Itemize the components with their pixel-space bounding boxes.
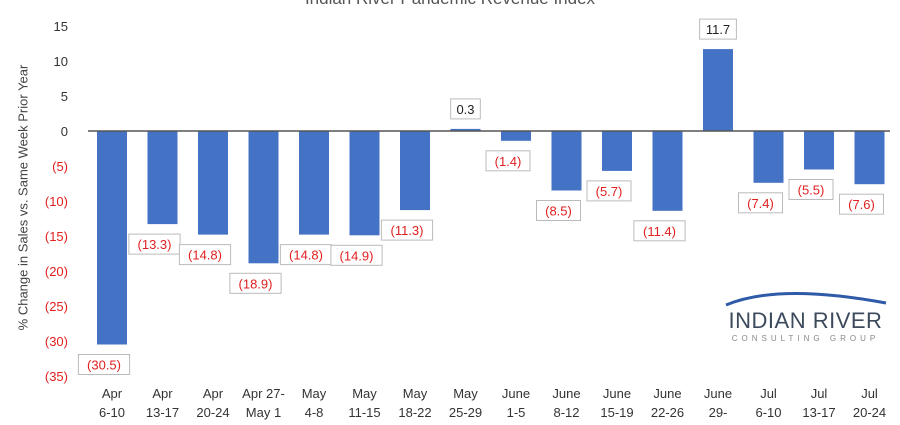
- data-label: 11.7: [706, 22, 730, 37]
- bar: [248, 131, 279, 264]
- data-label: (7.6): [848, 197, 875, 212]
- y-tick-label: (30): [45, 334, 68, 349]
- x-tick-label: May 1: [246, 405, 281, 420]
- data-label-box: [699, 18, 737, 40]
- x-tick-label: 11-15: [348, 405, 380, 420]
- x-tick-label: May: [403, 386, 428, 401]
- data-label: (7.4): [747, 196, 774, 211]
- logo-arc-icon: [725, 291, 887, 307]
- x-tick-label: 29-: [709, 405, 728, 420]
- x-tick-label: May: [352, 386, 377, 401]
- bar: [198, 131, 228, 235]
- bar: [97, 131, 127, 345]
- bar: [299, 131, 329, 235]
- bar: [703, 49, 733, 131]
- bar: [602, 131, 632, 171]
- x-tick-label: Apr 27-: [242, 386, 285, 401]
- y-tick-label: (35): [45, 369, 68, 384]
- bar: [349, 131, 380, 236]
- data-label: (14.9): [340, 248, 374, 263]
- y-tick-label: (10): [45, 194, 68, 209]
- bar: [854, 131, 885, 185]
- bar: [450, 128, 481, 131]
- bar: [652, 131, 683, 211]
- x-tick-label: 15-19: [600, 405, 633, 420]
- x-tick-label: 20-24: [196, 405, 229, 420]
- data-label: (5.7): [596, 184, 623, 199]
- data-label-box: [178, 244, 232, 266]
- data-label-box: [380, 219, 434, 241]
- y-tick-label: 15: [54, 19, 68, 34]
- y-tick-label: (5): [52, 159, 68, 174]
- data-label: 0.3: [456, 102, 474, 117]
- x-tick-label: May: [453, 386, 478, 401]
- data-label: (11.3): [391, 223, 424, 238]
- x-tick-label: May: [302, 386, 327, 401]
- x-tick-label: 6-10: [755, 405, 781, 420]
- x-tick-label: 13-17: [146, 405, 179, 420]
- company-logo: INDIAN RIVER CONSULTING GROUP: [718, 287, 893, 343]
- data-label-box: [485, 150, 531, 172]
- bar: [400, 131, 430, 211]
- bar: [753, 131, 784, 183]
- y-tick-label: 0: [61, 124, 68, 139]
- x-tick-label: 25-29: [449, 405, 482, 420]
- data-label-box: [839, 193, 884, 215]
- data-label: (18.9): [239, 276, 273, 291]
- y-tick-label: (20): [45, 264, 68, 279]
- y-tick-label: 10: [54, 54, 68, 69]
- data-label-box: [536, 200, 581, 221]
- data-label-box: [586, 180, 632, 202]
- x-tick-label: June: [502, 386, 530, 401]
- x-tick-label: Jul: [760, 386, 777, 401]
- data-label-box: [229, 272, 282, 294]
- data-label-box: [450, 98, 481, 120]
- data-label: (8.5): [545, 204, 572, 219]
- x-tick-label: 6-10: [99, 405, 125, 420]
- x-tick-label: June: [653, 386, 681, 401]
- data-label-box: [738, 192, 783, 214]
- y-tick-label: 5: [61, 89, 68, 104]
- bar: [804, 131, 834, 170]
- logo-main-text: INDIAN RIVER: [728, 308, 883, 333]
- bar: [551, 131, 582, 191]
- x-tick-label: Apr: [152, 386, 173, 401]
- data-label: (14.8): [188, 248, 222, 263]
- x-tick-label: 8-12: [553, 405, 579, 420]
- y-axis-label: % Change in Sales vs. Same Week Prior Ye…: [15, 64, 31, 331]
- data-label: (13.3): [138, 237, 172, 252]
- x-tick-label: Apr: [203, 386, 224, 401]
- y-tick-label: (25): [45, 299, 68, 314]
- x-tick-label: 1-5: [507, 405, 526, 420]
- data-label: (30.5): [87, 358, 121, 373]
- x-tick-label: 13-17: [802, 405, 835, 420]
- x-tick-label: 4-8: [305, 405, 324, 420]
- data-label: (1.4): [495, 154, 522, 169]
- data-label-box: [633, 220, 686, 242]
- x-tick-label: 22-26: [651, 405, 684, 420]
- x-tick-label: Apr: [102, 386, 123, 401]
- bar: [147, 131, 178, 225]
- logo-sub-text: CONSULTING GROUP: [731, 334, 880, 343]
- x-tick-label: 18-22: [398, 405, 431, 420]
- data-label: (14.8): [289, 248, 323, 263]
- data-label-box: [330, 244, 383, 266]
- x-tick-label: June: [603, 386, 631, 401]
- chart-title: Indian River Pandemic Revenue Index: [0, 0, 900, 9]
- data-label-box: [77, 354, 131, 375]
- bar: [501, 131, 531, 141]
- data-label-box: [788, 179, 834, 200]
- x-tick-label: Jul: [811, 386, 828, 401]
- data-label: (5.5): [798, 183, 825, 198]
- x-tick-label: June: [552, 386, 580, 401]
- x-tick-label: June: [704, 386, 732, 401]
- x-tick-label: Jul: [861, 386, 878, 401]
- y-tick-label: (15): [45, 229, 68, 244]
- data-label: (11.4): [643, 224, 676, 239]
- x-tick-label: 20-24: [853, 405, 886, 420]
